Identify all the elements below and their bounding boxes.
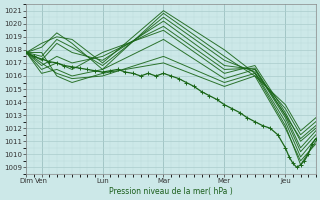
X-axis label: Pression niveau de la mer( hPa ): Pression niveau de la mer( hPa ) (109, 187, 233, 196)
